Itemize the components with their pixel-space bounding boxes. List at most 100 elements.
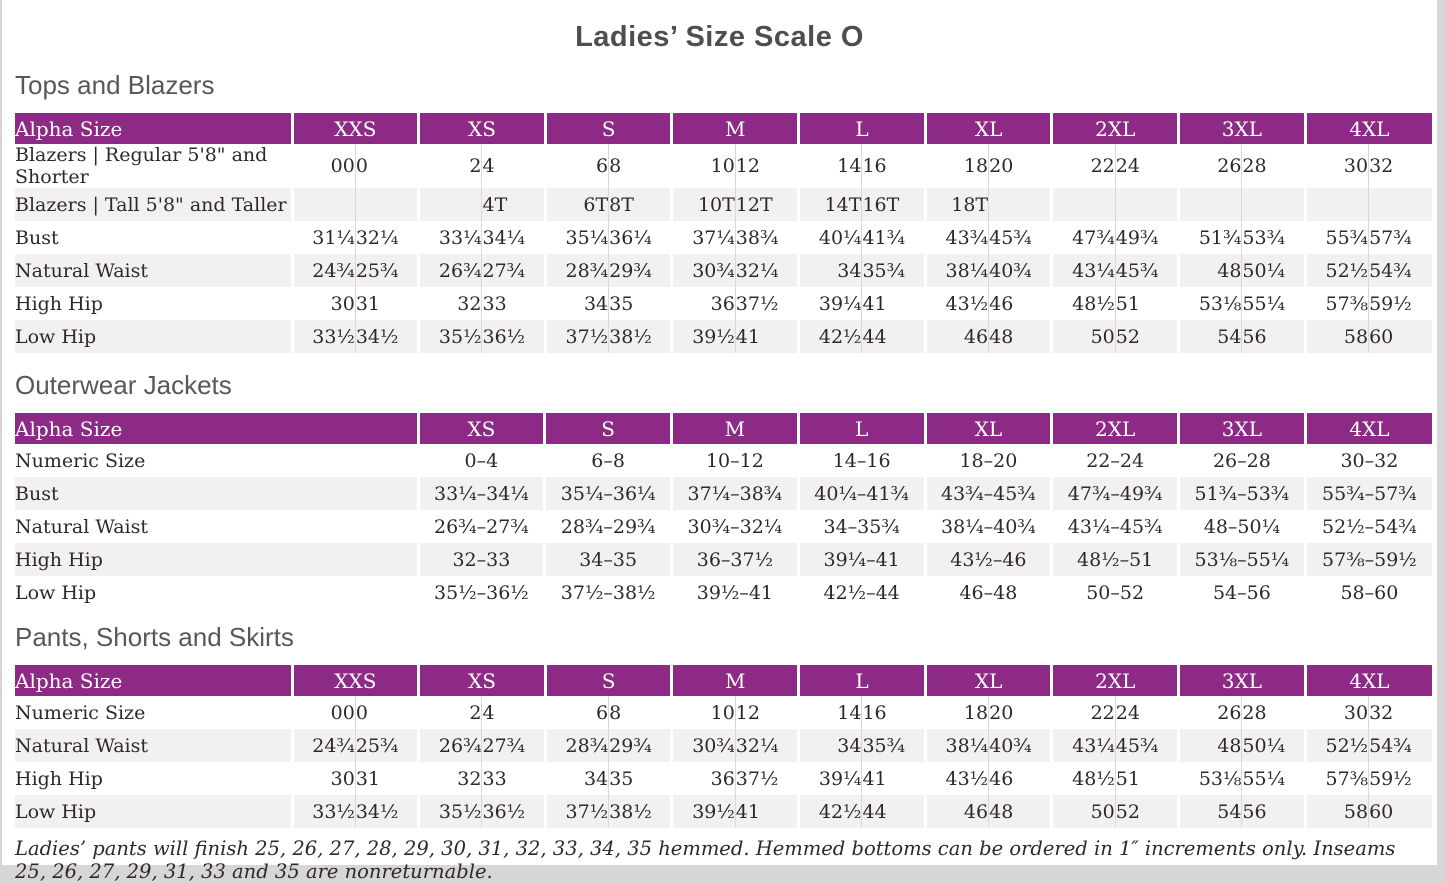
size-value-cell: 28¾ [545,729,608,762]
size-value-cell: 42½–44 [798,576,925,609]
size-value-cell: 48½–51 [1052,543,1179,576]
size-value-cell: 14 [799,696,862,729]
size-value-cell: 22 [1052,696,1115,729]
page-title: Ladies’ Size Scale O [2,0,1437,54]
size-value-cell: 18 [925,144,988,188]
size-value-cell: 54 [1179,795,1242,828]
size-value-cell: 52½ [1305,254,1368,287]
size-value-cell: 25¾ [355,729,418,762]
size-value-cell: 36½ [482,795,545,828]
size-value-cell: 40¾ [989,729,1052,762]
size-value-cell: 29¾ [609,254,672,287]
size-column-header: M [672,665,799,696]
size-value-cell: 32–33 [418,543,545,576]
size-column-header: 2XL [1052,413,1179,444]
size-value-cell: 59½ [1369,762,1432,795]
size-value-cell: 6 [545,696,608,729]
size-value-cell: 33 [482,287,545,320]
size-value-cell: 27¾ [482,254,545,287]
size-value-cell: 26¾–27¾ [418,510,545,543]
size-value-cell: 32 [1369,144,1432,188]
size-column-header: XL [925,413,1052,444]
size-value-cell: 45¾ [989,221,1052,254]
size-value-cell: 30¾–32¼ [672,510,799,543]
size-value-cell: 55¼ [1242,287,1305,320]
size-value-cell: 43¾ [925,221,988,254]
size-value-cell: 37½ [545,795,608,828]
size-value-cell: 55¼ [1242,762,1305,795]
size-value-cell: 38¼–40¾ [925,510,1052,543]
size-value-cell: 41 [862,762,925,795]
size-value-cell: 52 [1115,320,1178,353]
size-value-cell: 48 [1179,729,1242,762]
size-value-cell: 42½ [799,320,862,353]
size-value-cell: 60 [1369,795,1432,828]
size-value-cell: 39¼–41 [798,543,925,576]
size-value-cell: 35¼ [545,221,608,254]
size-value-cell: 30 [292,287,355,320]
size-value-cell [1369,188,1432,221]
size-value-cell: 41 [862,287,925,320]
size-column-header: L [798,413,925,444]
size-value-cell: 34½ [355,795,418,828]
size-value-cell: 43¼ [1052,254,1115,287]
size-value-cell: 35 [609,287,672,320]
size-column-header: XL [925,113,1052,144]
size-value-cell: 31¼ [292,221,355,254]
size-value-cell: 16 [862,144,925,188]
section-heading-outerwear-jackets: Outerwear Jackets [15,370,1437,401]
size-value-cell: 26–28 [1179,444,1306,477]
size-column-header: M [672,413,799,444]
size-value-cell: 8 [609,696,672,729]
size-value-cell: 37¼ [672,221,735,254]
size-column-header: XXS [292,665,419,696]
size-value-cell: 47¾–49¾ [1052,477,1179,510]
size-value-cell [1179,188,1242,221]
size-value-cell: 37½ [735,762,798,795]
size-value-cell: 36 [672,287,735,320]
size-value-cell: 30–32 [1305,444,1432,477]
size-value-cell: 38½ [609,320,672,353]
size-value-cell: 50–52 [1052,576,1179,609]
size-value-cell: 46 [989,287,1052,320]
size-value-cell: 59½ [1369,287,1432,320]
size-value-cell [1115,188,1178,221]
size-value-cell: 49¾ [1115,221,1178,254]
row-label: High Hip [15,543,418,576]
size-value-cell: 56 [1242,795,1305,828]
size-value-cell: 2 [419,144,482,188]
size-value-cell: 28¾–29¾ [545,510,672,543]
size-value-cell: 37¼–38¾ [672,477,799,510]
size-value-cell: 37½ [545,320,608,353]
size-value-cell: 54–56 [1179,576,1306,609]
size-value-cell: 6–8 [545,444,672,477]
size-value-cell: 35 [609,762,672,795]
size-value-cell: 35¼–36¼ [545,477,672,510]
size-value-cell: 24 [1115,696,1178,729]
size-value-cell: 47¾ [1052,221,1115,254]
size-value-cell: 10–12 [672,444,799,477]
size-column-header: L [799,113,926,144]
size-value-cell: 48–50¼ [1179,510,1306,543]
size-value-cell: 34½ [355,320,418,353]
size-column-header: 3XL [1179,665,1306,696]
size-value-cell: 6T [545,188,608,221]
size-value-cell: 39½ [672,795,735,828]
row-label: Bust [15,477,418,510]
size-column-header: XXS [292,113,419,144]
size-value-cell: 32 [1369,696,1432,729]
size-value-cell: 54¾ [1369,729,1432,762]
size-value-cell: 8 [609,144,672,188]
